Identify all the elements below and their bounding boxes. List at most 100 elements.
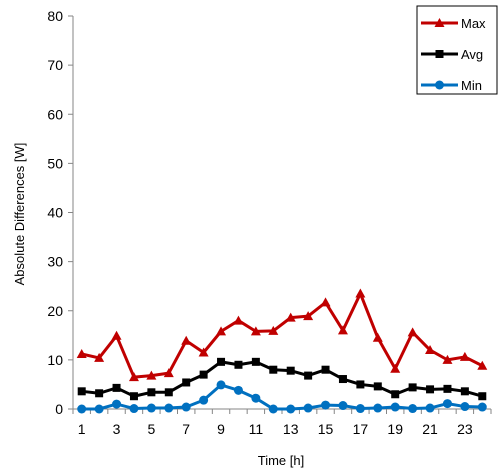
data-point-avg — [408, 383, 417, 392]
y-tick-label: 40 — [47, 205, 63, 221]
data-point-avg — [373, 382, 382, 391]
legend-item-max: Max — [421, 16, 486, 31]
y-tick-label: 0 — [55, 401, 63, 417]
data-point-max — [76, 348, 87, 358]
data-point-min — [338, 401, 348, 411]
data-point-avg — [234, 360, 243, 369]
data-point-avg — [182, 378, 191, 387]
x-tick-label: 21 — [422, 421, 438, 437]
data-point-min — [303, 403, 313, 413]
data-point-min — [164, 403, 174, 413]
data-point-max — [372, 332, 383, 342]
data-point-min — [390, 402, 400, 412]
data-point-avg — [356, 380, 365, 389]
data-point-avg — [147, 388, 156, 397]
data-point-max — [216, 326, 227, 336]
data-point-min — [251, 393, 261, 403]
legend-marker-max — [434, 18, 445, 27]
data-point-avg — [251, 357, 260, 366]
data-point-min — [181, 402, 191, 412]
data-point-min — [146, 403, 156, 413]
data-point-min — [268, 404, 278, 414]
series-line-max — [81, 292, 483, 379]
data-point-max — [459, 351, 470, 361]
series-avg — [77, 357, 487, 401]
data-point-max — [233, 315, 244, 325]
data-point-max — [285, 312, 296, 322]
data-point-avg — [304, 371, 313, 380]
x-tick-label: 13 — [283, 421, 299, 437]
data-point-avg — [426, 385, 435, 394]
y-tick-label: 20 — [47, 303, 63, 319]
data-point-max — [425, 345, 436, 355]
data-point-max — [355, 288, 366, 298]
x-tick-label: 19 — [387, 421, 403, 437]
legend-item-avg: Avg — [421, 47, 483, 62]
series-line-avg — [81, 360, 483, 398]
y-axis-title: Absolute Differences [W] — [12, 143, 27, 286]
data-point-max — [181, 335, 192, 345]
legend-box — [416, 5, 498, 95]
series-layer — [76, 288, 488, 414]
legend: Max Avg Min — [416, 5, 498, 95]
data-point-max — [407, 327, 418, 337]
x-tick-label: 3 — [113, 421, 121, 437]
y-tick-label: 60 — [47, 106, 63, 122]
data-point-min — [425, 403, 435, 413]
data-point-max — [303, 311, 314, 321]
data-point-max — [94, 352, 105, 362]
data-point-avg — [478, 392, 487, 401]
data-point-min — [112, 399, 122, 409]
data-point-min — [233, 385, 243, 395]
data-point-avg — [286, 366, 295, 375]
data-point-max — [337, 325, 348, 335]
y-tick-label: 30 — [47, 254, 63, 270]
x-tick-label: 7 — [182, 421, 190, 437]
data-point-avg — [112, 383, 121, 392]
data-point-max — [111, 330, 122, 340]
data-point-avg — [95, 389, 104, 398]
data-point-avg — [77, 387, 86, 396]
data-point-max — [320, 297, 331, 307]
data-point-avg — [443, 384, 452, 393]
legend-marker-min — [435, 80, 444, 90]
series-max — [76, 288, 488, 382]
x-tick-label: 9 — [217, 421, 225, 437]
data-point-max — [250, 326, 261, 336]
data-point-max — [198, 347, 209, 357]
data-point-max — [128, 372, 139, 382]
data-point-min — [477, 402, 487, 412]
data-point-max — [442, 354, 453, 364]
legend-marker-avg — [435, 50, 444, 58]
x-tick-label: 23 — [457, 421, 473, 437]
data-point-avg — [321, 365, 330, 374]
data-point-max — [477, 360, 488, 370]
data-point-avg — [269, 365, 278, 374]
data-point-avg — [164, 388, 173, 397]
x-tick-label: 17 — [353, 421, 369, 437]
data-point-avg — [391, 390, 400, 399]
data-point-min — [408, 404, 418, 414]
legend-label-min: Min — [461, 78, 482, 93]
data-point-min — [77, 404, 87, 414]
data-point-max — [163, 368, 174, 378]
data-point-min — [199, 395, 209, 405]
legend-item-min: Min — [421, 78, 482, 93]
data-point-avg — [460, 387, 469, 396]
legend-label-max: Max — [461, 16, 486, 31]
y-tick-label: 50 — [47, 155, 63, 171]
data-point-avg — [217, 357, 226, 366]
data-point-avg — [338, 375, 347, 384]
data-point-max — [390, 363, 401, 373]
data-point-min — [321, 400, 331, 410]
series-min — [77, 380, 487, 414]
data-point-avg — [199, 370, 208, 379]
y-tick-label: 80 — [47, 8, 63, 24]
data-point-min — [286, 404, 296, 414]
data-point-avg — [129, 392, 138, 401]
data-point-min — [129, 404, 139, 414]
legend-label-avg: Avg — [461, 47, 483, 62]
data-point-min — [216, 380, 226, 390]
x-tick-label: 11 — [249, 421, 264, 437]
